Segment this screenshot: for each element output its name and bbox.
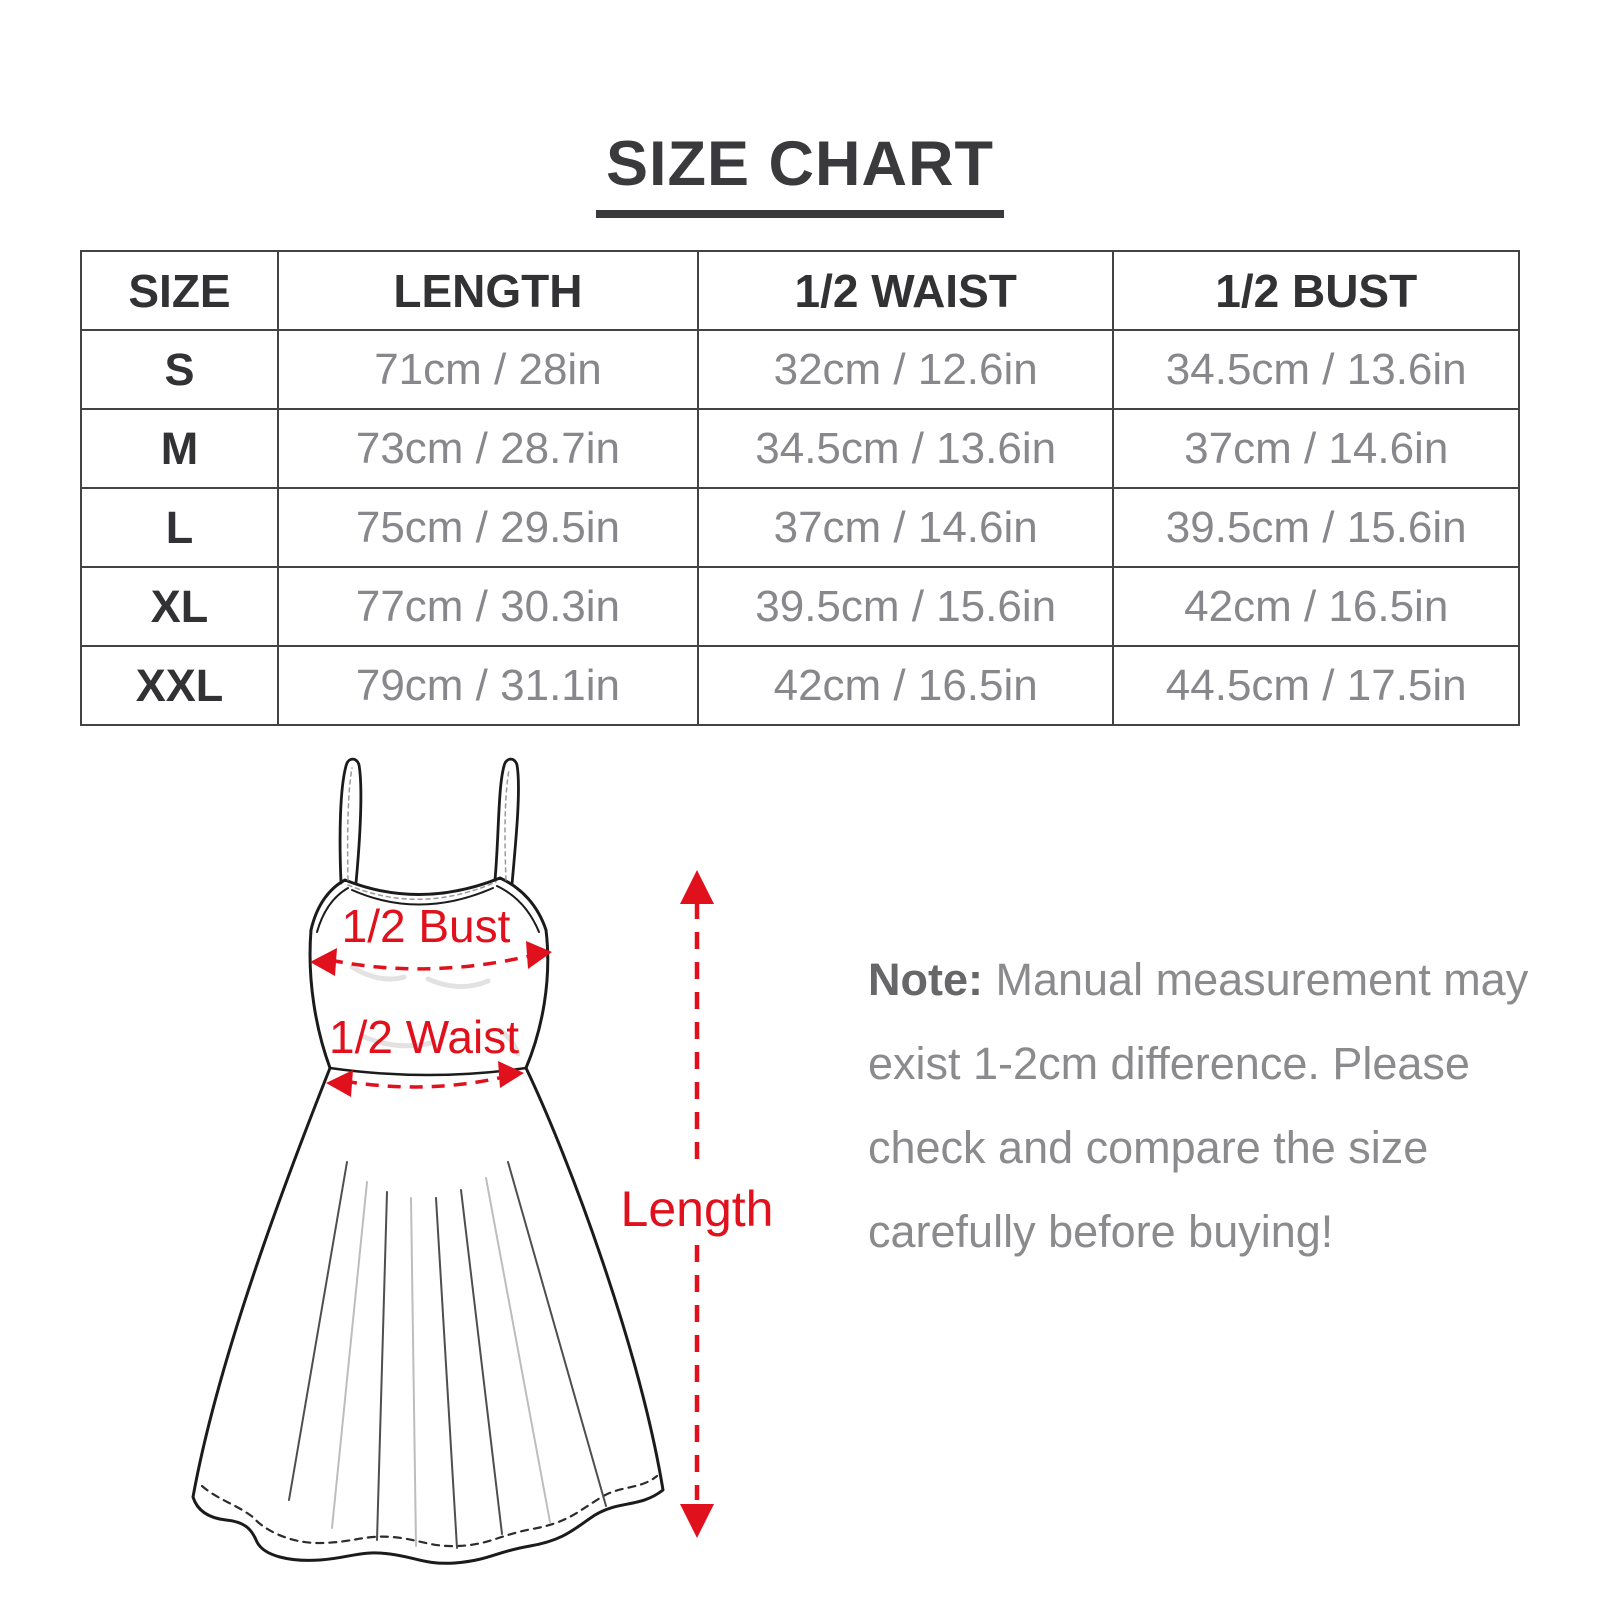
note-line: check and compare the size bbox=[868, 1122, 1429, 1173]
table-row-xl: XL 77cm / 30.3in 39.5cm / 15.6in 42cm / … bbox=[80, 566, 1520, 647]
length-label: Length bbox=[621, 1181, 774, 1237]
waist-arrowhead-left bbox=[326, 1070, 353, 1097]
measurement-annotations: 1/2 Bust 1/2 Waist Length bbox=[310, 870, 773, 1538]
page-title: SIZE CHART bbox=[596, 128, 1004, 218]
neckline-inner-edge bbox=[351, 887, 494, 906]
waist-arrowhead-right bbox=[498, 1061, 524, 1088]
waist-cell: 42cm / 16.5in bbox=[696, 645, 1115, 726]
waist-cell: 34.5cm / 13.6in bbox=[696, 408, 1115, 489]
dress-illustration bbox=[191, 757, 665, 1565]
left-strap bbox=[338, 757, 363, 885]
size-cell: XL bbox=[80, 566, 279, 647]
note-line: exist 1-2cm difference. Please bbox=[868, 1038, 1470, 1089]
left-strap-stitch bbox=[346, 767, 353, 881]
note-line-text: Manual measurement may bbox=[982, 954, 1529, 1005]
table-row-xxl: XXL 79cm / 31.1in 42cm / 16.5in 44.5cm /… bbox=[80, 645, 1520, 726]
hem-stitch-line bbox=[200, 1474, 659, 1548]
size-cell: XXL bbox=[80, 645, 279, 726]
right-strap-stitch bbox=[504, 769, 510, 881]
bust-cell: 34.5cm / 13.6in bbox=[1112, 329, 1520, 410]
neckline-stitch bbox=[347, 881, 497, 901]
note-text: Note: Manual measurement may exist 1-2cm… bbox=[868, 938, 1528, 1274]
waist-cell: 39.5cm / 15.6in bbox=[696, 566, 1115, 647]
bust-measure-arrow bbox=[329, 953, 535, 971]
length-arrowhead-bottom bbox=[680, 1504, 714, 1538]
length-arrowhead-top bbox=[680, 870, 714, 904]
bust-cell: 42cm / 16.5in bbox=[1112, 566, 1520, 647]
bust-arrowhead-right bbox=[526, 941, 552, 969]
waist-cell: 32cm / 12.6in bbox=[696, 329, 1115, 410]
note-line: carefully before buying! bbox=[868, 1206, 1334, 1257]
bust-cell: 37cm / 14.6in bbox=[1112, 408, 1520, 489]
col-header-length: LENGTH bbox=[277, 250, 699, 331]
col-header-half-waist: 1/2 WAIST bbox=[696, 250, 1115, 331]
bust-cell: 44.5cm / 17.5in bbox=[1112, 645, 1520, 726]
pleat-lines-dark bbox=[288, 1161, 607, 1549]
waist-cell: 37cm / 14.6in bbox=[696, 487, 1115, 568]
dress-outline bbox=[191, 876, 665, 1565]
bodice-shading bbox=[349, 964, 521, 1057]
bust-cell: 39.5cm / 15.6in bbox=[1112, 487, 1520, 568]
size-cell: L bbox=[80, 487, 279, 568]
length-cell: 79cm / 31.1in bbox=[277, 645, 699, 726]
table-row-m: M 73cm / 28.7in 34.5cm / 13.6in 37cm / 1… bbox=[80, 408, 1520, 489]
bust-arrowhead-left bbox=[310, 948, 337, 976]
left-armhole-edge bbox=[316, 887, 349, 933]
table-header-row: SIZE LENGTH 1/2 WAIST 1/2 BUST bbox=[80, 250, 1520, 331]
pleat-lines-light bbox=[331, 1177, 551, 1547]
title-section: SIZE CHART bbox=[0, 128, 1600, 218]
size-table: SIZE LENGTH 1/2 WAIST 1/2 BUST S 71cm / … bbox=[80, 250, 1520, 726]
col-header-size: SIZE bbox=[80, 250, 279, 331]
note-line: Note: Manual measurement may bbox=[868, 938, 1528, 1022]
right-strap bbox=[493, 757, 520, 886]
bust-label: 1/2 Bust bbox=[342, 900, 511, 952]
table-row-s: S 71cm / 28in 32cm / 12.6in 34.5cm / 13.… bbox=[80, 329, 1520, 410]
length-cell: 75cm / 29.5in bbox=[277, 487, 699, 568]
length-cell: 71cm / 28in bbox=[277, 329, 699, 410]
note-prefix: Note: bbox=[868, 954, 983, 1005]
size-cell: S bbox=[80, 329, 279, 410]
col-header-half-bust: 1/2 BUST bbox=[1112, 250, 1520, 331]
waist-label: 1/2 Waist bbox=[329, 1011, 519, 1063]
length-cell: 73cm / 28.7in bbox=[277, 408, 699, 489]
length-cell: 77cm / 30.3in bbox=[277, 566, 699, 647]
size-cell: M bbox=[80, 408, 279, 489]
table-row-l: L 75cm / 29.5in 37cm / 14.6in 39.5cm / 1… bbox=[80, 487, 1520, 568]
dress-measurement-diagram: 1/2 Bust 1/2 Waist Length bbox=[191, 757, 773, 1565]
right-armhole-edge bbox=[496, 885, 540, 933]
